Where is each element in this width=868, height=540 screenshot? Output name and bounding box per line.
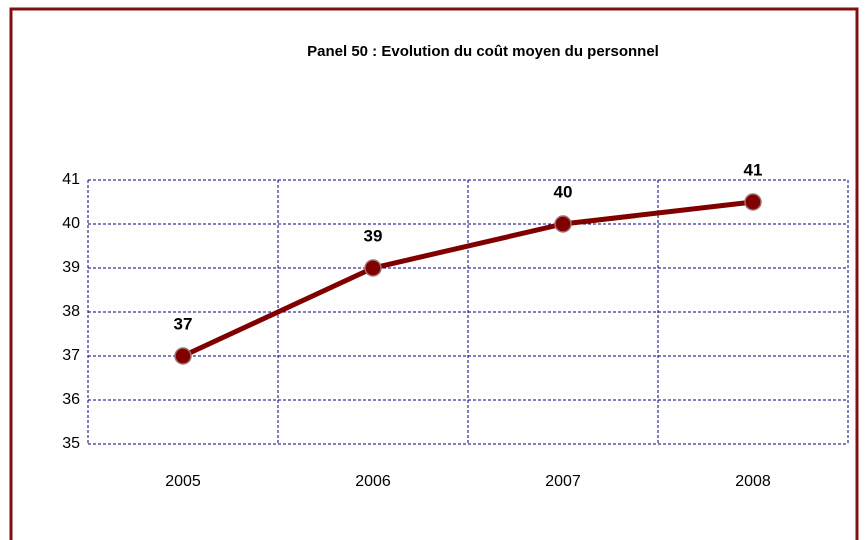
y-tick-label: 35 [62, 435, 80, 452]
data-label: 41 [744, 160, 763, 179]
data-label: 37 [174, 314, 193, 333]
marker [364, 259, 382, 277]
frame [9, 7, 859, 540]
marker [554, 215, 572, 233]
x-tick-label: 2008 [735, 473, 771, 490]
y-tick-label: 38 [62, 303, 80, 320]
data-label: 39 [364, 226, 383, 245]
x-tick-label: 2007 [545, 473, 581, 490]
y-tick-label: 41 [62, 171, 80, 188]
y-tick-label: 37 [62, 347, 80, 364]
marker [744, 193, 762, 211]
y-tick-label: 40 [62, 215, 80, 232]
marker [174, 347, 192, 365]
data-label: 40 [554, 182, 573, 201]
line [181, 199, 754, 359]
y-tick-label: 39 [62, 259, 80, 276]
x-tick-label: 2005 [165, 473, 201, 490]
chart-title: Panel 50 : Evolution du coût moyen du pe… [307, 43, 659, 60]
x-tick-label: 2006 [355, 473, 391, 490]
y-tick-label: 36 [62, 391, 80, 408]
